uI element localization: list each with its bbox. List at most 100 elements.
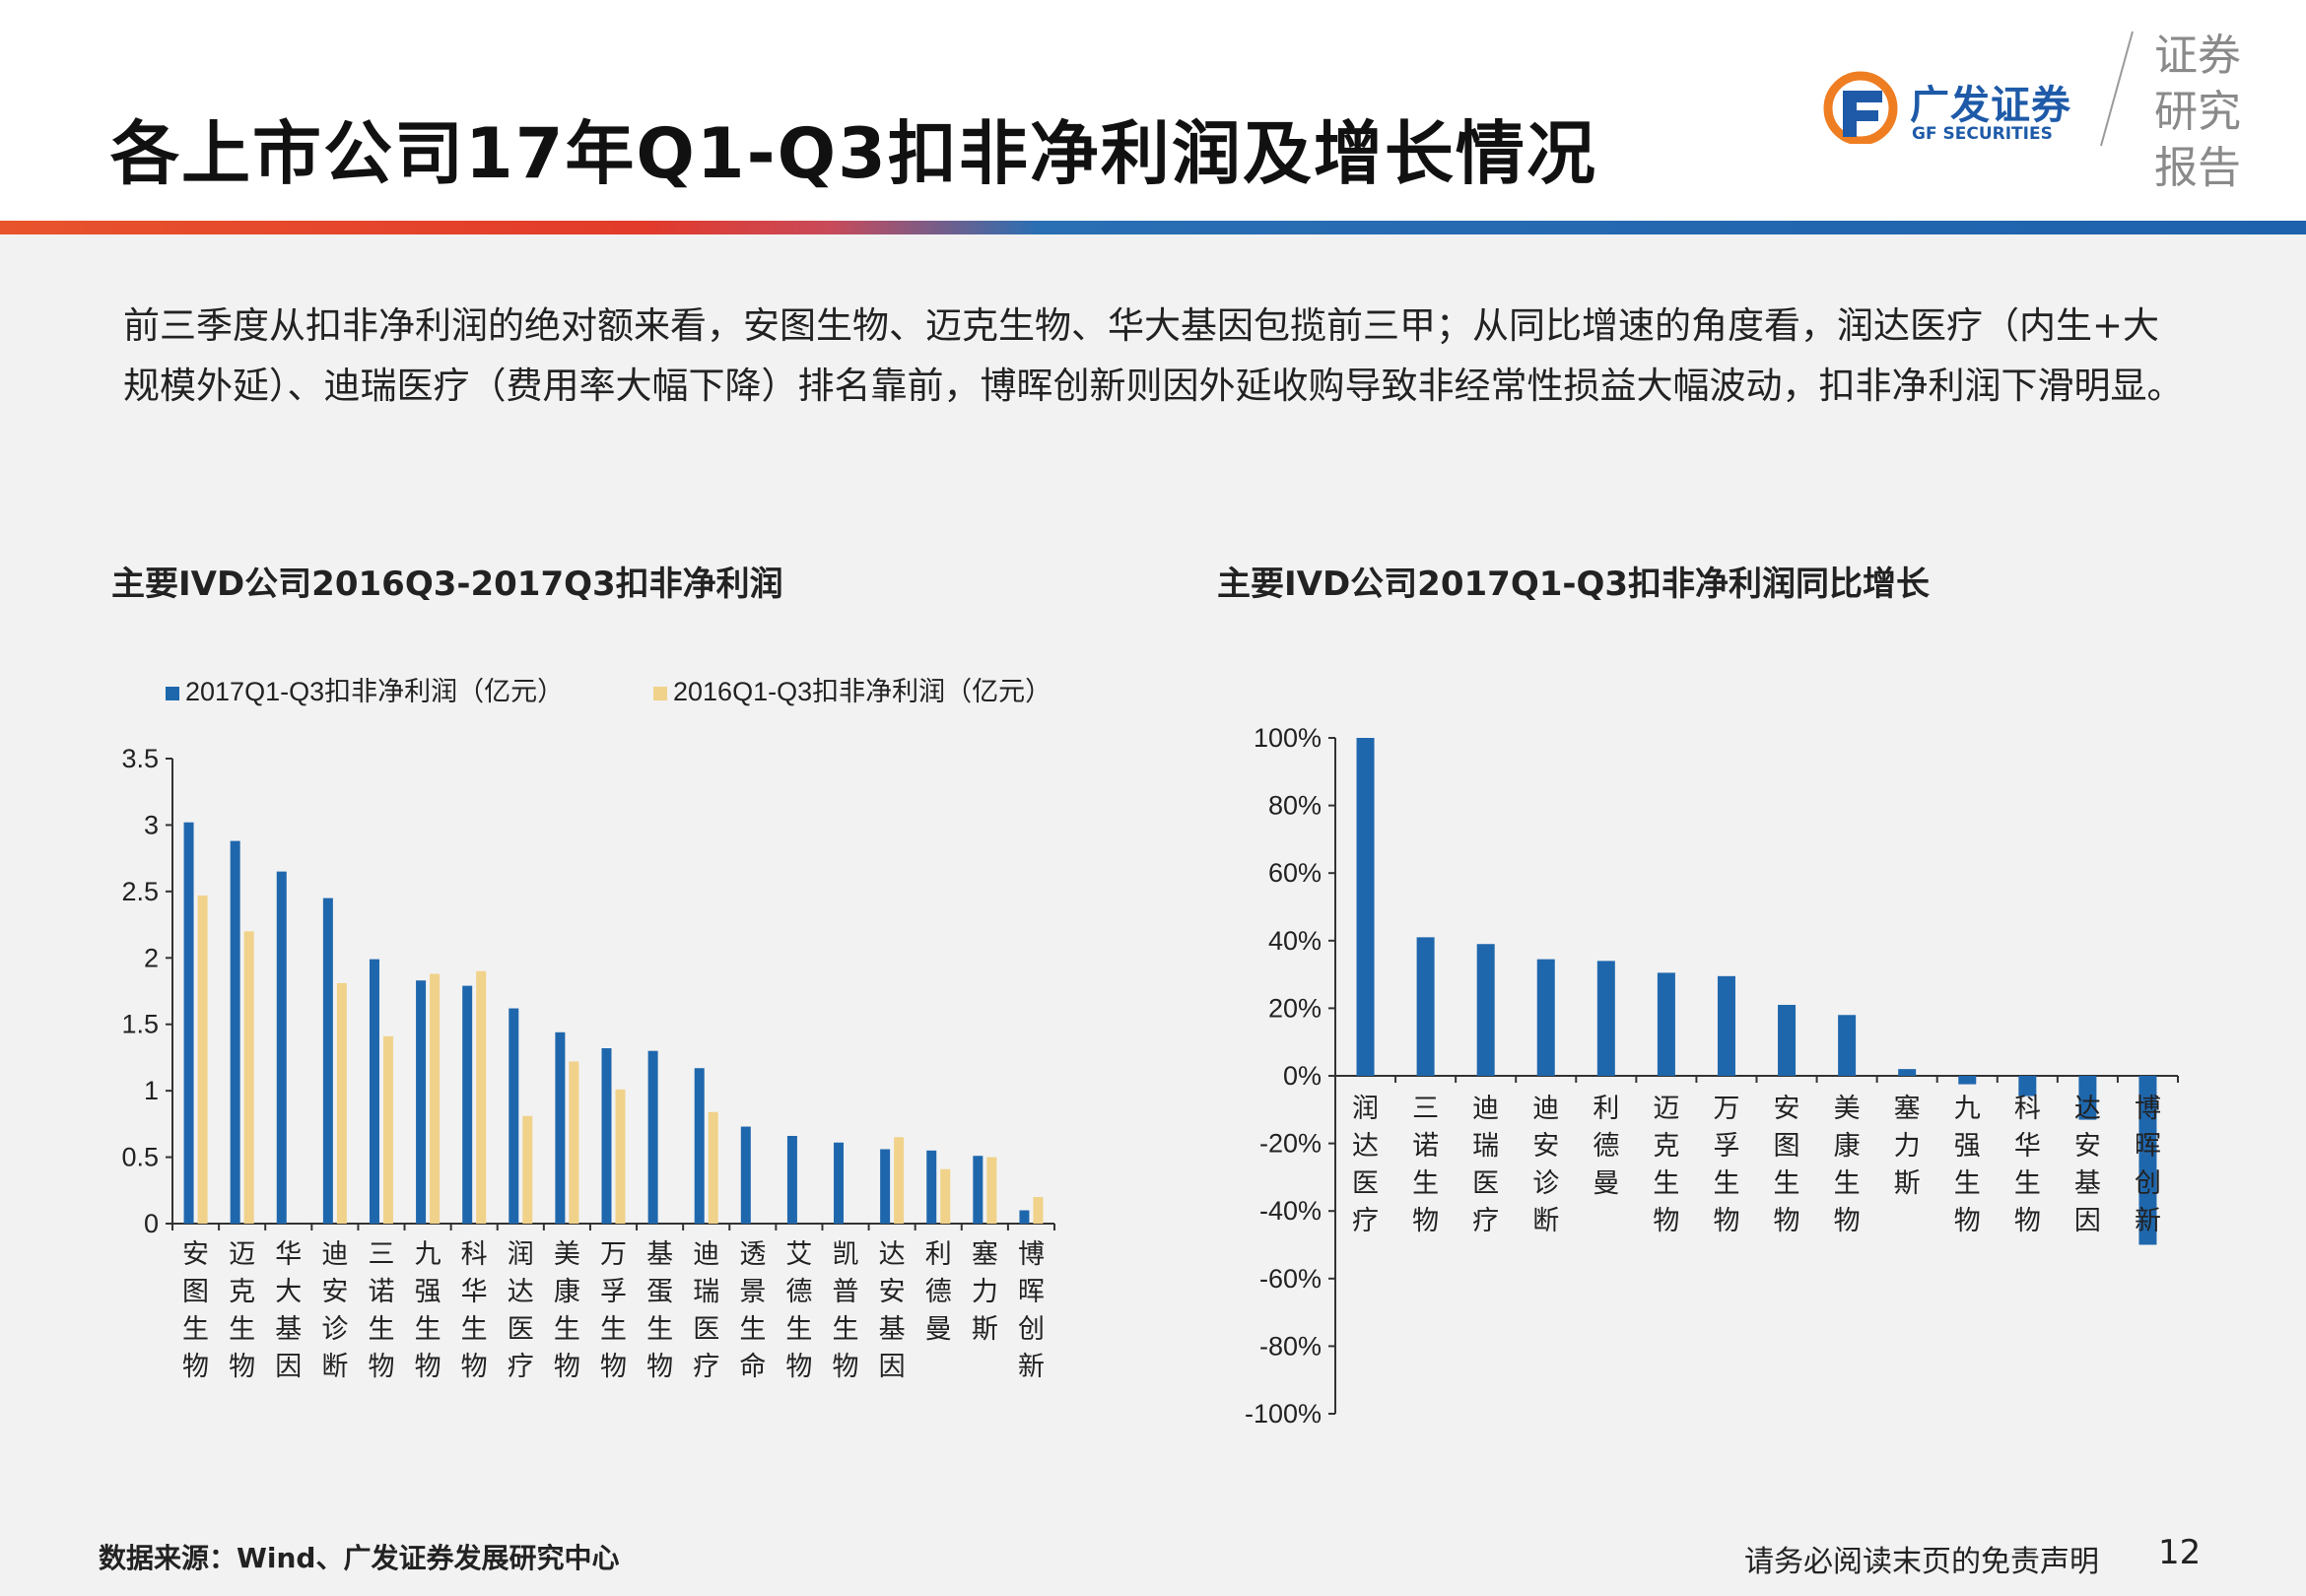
- x-tick-label: 九强生物: [1954, 1094, 1981, 1235]
- y-tick-label: 1: [144, 1076, 159, 1105]
- x-tick-label: 迪瑞医疗: [693, 1239, 719, 1381]
- x-tick-label: 科华生物: [461, 1239, 488, 1381]
- y-tick-label: 2: [144, 943, 159, 972]
- bar-2016: [986, 1157, 997, 1224]
- source-note: 数据来源：Wind、广发证券发展研究中心: [99, 1542, 620, 1574]
- y-tick-label: 3.5: [121, 744, 159, 773]
- x-tick-label: 迪安诊断: [321, 1239, 348, 1381]
- bar-2017: [834, 1142, 845, 1224]
- bar-2017: [369, 959, 379, 1224]
- x-tick-label: 三诺生物: [1412, 1094, 1439, 1235]
- x-tick-label: 博晖创新: [2135, 1094, 2161, 1235]
- x-tick-label: 透景生命: [739, 1239, 766, 1381]
- y-tick-label: -80%: [1259, 1331, 1322, 1361]
- bar-2016: [708, 1111, 718, 1224]
- y-tick-label: -60%: [1259, 1264, 1322, 1294]
- bar-2016: [382, 1035, 393, 1224]
- x-tick-label: 凯普生物: [833, 1239, 859, 1381]
- x-tick-label: 三诺生物: [368, 1239, 394, 1381]
- logo-cn: 广发证券: [1910, 83, 2071, 128]
- bar-growth: [1536, 959, 1555, 1076]
- bar-growth: [1596, 961, 1615, 1076]
- x-tick-label: 迈克生物: [1653, 1094, 1679, 1235]
- x-tick-label: 利德曼: [1593, 1094, 1619, 1198]
- bar-growth: [2078, 1076, 2097, 1120]
- x-tick-label: 达安基因: [879, 1239, 906, 1381]
- x-tick-label: 润达医疗: [1352, 1094, 1379, 1235]
- report-tag-line: 证券: [2154, 31, 2241, 81]
- bar-2016: [894, 1137, 905, 1224]
- x-tick-label: 美康生物: [554, 1239, 580, 1381]
- page-number: 12: [2158, 1533, 2202, 1572]
- bar-growth: [1838, 1015, 1857, 1076]
- legend-label-2016: 2016Q1-Q3扣非净利润（亿元）: [673, 677, 1051, 706]
- bar-growth: [1958, 1076, 1977, 1085]
- legend: 2017Q1-Q3扣非净利润（亿元） 2016Q1-Q3扣非净利润（亿元）: [166, 677, 1051, 706]
- legend-swatch-2017: [166, 687, 179, 700]
- x-tick-label: 万孚生物: [600, 1239, 627, 1381]
- x-tick-label: 安图生物: [182, 1239, 209, 1381]
- y-tick-label: 1.5: [121, 1010, 159, 1039]
- bar-growth: [1898, 1069, 1917, 1076]
- x-tick-label: 美康生物: [1834, 1094, 1861, 1235]
- x-tick-label: 基蛋生物: [646, 1239, 673, 1381]
- disclaimer: 请务必阅读末页的免责声明: [1744, 1545, 2099, 1579]
- y-tick-label: -100%: [1245, 1399, 1322, 1429]
- x-tick-label: 塞力斯: [972, 1239, 998, 1344]
- bar-2016: [569, 1061, 579, 1224]
- header: 各上市公司17年Q1-Q3扣非净利润及增长情况 广发证券 GF SECURITI…: [0, 0, 2306, 222]
- x-tick-label: 博晖创新: [1018, 1239, 1045, 1381]
- y-tick-label: -40%: [1259, 1196, 1322, 1226]
- bar-growth: [1717, 975, 1735, 1076]
- bar-growth: [1356, 738, 1375, 1076]
- bar-2017: [1019, 1210, 1030, 1224]
- bar-growth: [2138, 1076, 2157, 1245]
- y-tick-label: 0%: [1283, 1061, 1322, 1091]
- x-tick-label: 艾德生物: [785, 1239, 812, 1381]
- bar-2017: [973, 1156, 983, 1224]
- y-tick-label: 3: [144, 810, 159, 839]
- bar-2016: [615, 1089, 626, 1224]
- chart-growth: -100% -80% -60% -40% -20% 0% 20% 40% 60% 80% 100% 润…: [1245, 723, 2179, 1429]
- x-tick-label: 润达医疗: [508, 1239, 534, 1381]
- bar-2016: [243, 931, 254, 1224]
- x-tick-label: 万孚生物: [1713, 1094, 1739, 1235]
- y-tick-label: 0.5: [121, 1143, 159, 1172]
- report-tag: 证券 研究 报告: [2148, 28, 2247, 196]
- bar-2017: [509, 1008, 519, 1224]
- report-tag-line: 研究: [2154, 87, 2241, 137]
- bar-growth: [1657, 972, 1675, 1076]
- x-tick-label: 迪安诊断: [1532, 1094, 1559, 1235]
- header-stripe: [0, 221, 2306, 234]
- bar-2016: [197, 895, 208, 1224]
- y-tick-label: -20%: [1259, 1129, 1322, 1159]
- chart2-title: 主要IVD公司2017Q1-Q3扣非净利润同比增长: [1217, 565, 1931, 604]
- bar-2017: [276, 871, 287, 1224]
- bar-growth: [1778, 1004, 1797, 1076]
- report-tag-line: 报告: [2154, 143, 2241, 193]
- bar-2016: [1033, 1197, 1044, 1224]
- y-tick-label: 20%: [1268, 993, 1322, 1023]
- bar-2017: [694, 1068, 705, 1224]
- bar-2016: [476, 970, 487, 1224]
- content-area: [0, 234, 2306, 1596]
- x-tick-label: 迈克生物: [229, 1239, 255, 1381]
- bar-2017: [647, 1050, 658, 1224]
- bar-2017: [880, 1149, 891, 1224]
- y-tick-label: 80%: [1268, 791, 1322, 821]
- bar-2017: [416, 980, 427, 1224]
- bar-2017: [555, 1031, 566, 1224]
- divider-slash: [2100, 31, 2134, 147]
- bar-2016: [336, 982, 347, 1224]
- bar-2017: [926, 1150, 937, 1224]
- y-tick-label: 0: [144, 1209, 159, 1238]
- bar-2017: [322, 898, 333, 1224]
- bar-2017: [740, 1126, 751, 1224]
- bar-2017: [462, 985, 473, 1224]
- chart1-title: 主要IVD公司2016Q3-2017Q3扣非净利润: [111, 565, 783, 604]
- logo-en: GF SECURITIES: [1912, 124, 2053, 144]
- x-tick-label: 科华生物: [2014, 1094, 2041, 1235]
- legend-swatch-2016: [653, 687, 667, 700]
- bar-growth: [1476, 944, 1495, 1076]
- x-tick-label: 安图生物: [1774, 1094, 1800, 1235]
